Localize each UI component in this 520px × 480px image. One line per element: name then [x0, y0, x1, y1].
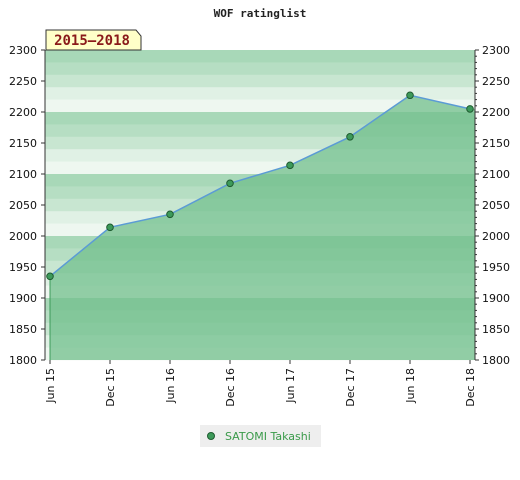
band-2: [45, 74, 475, 88]
period-label: 2015–2018: [54, 33, 130, 49]
band-3: [45, 87, 475, 100]
rating-line: [49, 94, 471, 277]
x-tick-label: Dec 16: [224, 368, 237, 407]
band-5: [45, 112, 475, 125]
data-point-4: [286, 161, 294, 170]
data-points: [46, 91, 474, 281]
y-axis-right: 1800 1850 1900 1950 2000 2050 2100 2150 2200 2250…: [474, 44, 510, 367]
y-axis-left: 1800 1850 1900 1950 2000 2050 2100 2150 2200 2250…: [9, 44, 46, 367]
x-tick-label: Jun 15: [44, 368, 57, 404]
band-1: [45, 62, 475, 76]
y-tick-label-right: 2300: [482, 44, 510, 57]
y-tick-label-right: 2100: [482, 168, 510, 181]
data-point-5: [346, 133, 354, 141]
data-point-2: [166, 210, 174, 219]
y-tick-label-left: 2100: [9, 168, 37, 181]
y-tick-label-left: 1900: [9, 292, 37, 305]
y-tick-label-right: 2150: [482, 137, 510, 150]
y-tick-label-left: 2300: [9, 44, 37, 57]
data-point-6: [406, 91, 414, 100]
legend: SATOMI Takashi: [200, 425, 321, 447]
y-tick-label-right: 2050: [482, 199, 510, 212]
legend-label: SATOMI Takashi: [225, 430, 311, 443]
x-tick-label: Jun 17: [284, 368, 297, 404]
x-tick-label: Jun 16: [164, 368, 177, 404]
y-tick-label-left: 2050: [9, 199, 37, 212]
data-point-1: [106, 223, 114, 232]
y-tick-label-right: 2250: [482, 75, 510, 88]
y-tick-label-left: 1800: [9, 354, 37, 367]
x-tick-label: Dec 18: [464, 368, 477, 407]
x-axis: Jun 15 Dec 15 Jun 16 Dec 16 Jun 17 Dec 17 Jun …: [44, 360, 477, 407]
y-tick-label-right: 1900: [482, 292, 510, 305]
legend-marker: [207, 432, 215, 440]
y-tick-label-left: 1950: [9, 261, 37, 274]
data-point-0: [46, 272, 54, 281]
y-tick-label-right: 1950: [482, 261, 510, 274]
period-badge: 2015–2018: [45, 29, 142, 51]
y-tick-label-left: 2000: [9, 230, 37, 243]
y-tick-label-left: 1850: [9, 323, 37, 336]
rating-area: [50, 95, 475, 360]
y-tick-label-left: 2250: [9, 75, 37, 88]
data-point-3: [226, 179, 234, 188]
x-tick-label: Dec 17: [344, 368, 357, 407]
band-0: [45, 50, 475, 63]
y-tick-label-left: 2200: [9, 106, 37, 119]
y-tick-label-left: 2150: [9, 137, 37, 150]
y-tick-label-right: 1850: [482, 323, 510, 336]
x-tick-label: Jun 18: [404, 368, 417, 404]
x-tick-label: Dec 15: [104, 368, 117, 407]
data-point-7: [466, 105, 474, 113]
chart-title: WOF ratinglist: [214, 7, 307, 20]
y-tick-label-right: 2200: [482, 106, 510, 119]
band-4: [45, 99, 475, 113]
y-tick-label-right: 1800: [482, 354, 510, 367]
y-tick-label-right: 2000: [482, 230, 510, 243]
